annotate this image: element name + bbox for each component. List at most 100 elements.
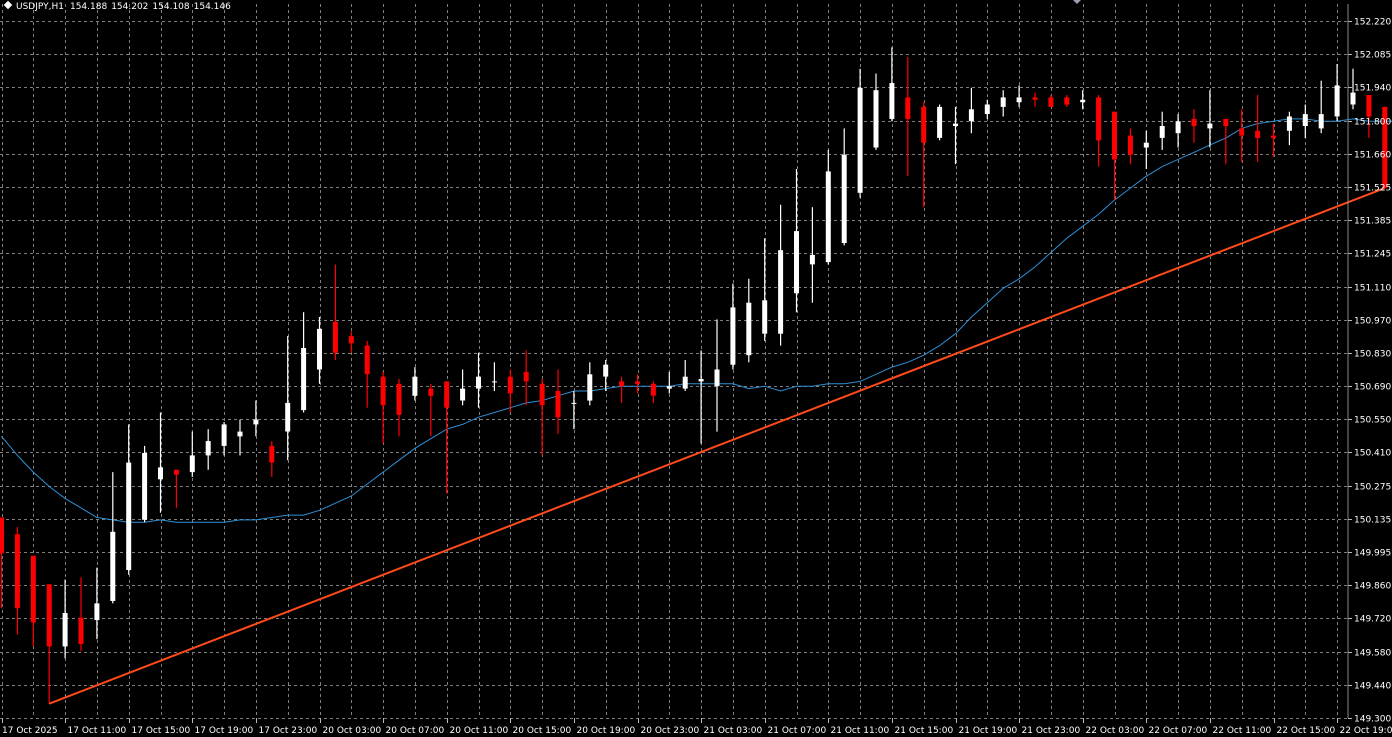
- candle-body: [491, 381, 497, 383]
- candle-body: [364, 345, 370, 375]
- time-tick-label: 17 Oct 2025: [2, 726, 58, 736]
- bull-candle: [809, 207, 815, 303]
- bear-candle: [619, 376, 625, 403]
- bear-candle: [1064, 95, 1070, 107]
- price-tick-label: 150.550: [1354, 416, 1391, 426]
- time-tick-label: 21 Oct 07:00: [768, 726, 827, 736]
- candle-body: [953, 123, 958, 126]
- time-tick-label: 17 Oct 19:00: [195, 726, 254, 736]
- candle-body: [619, 381, 625, 387]
- candle-body: [221, 424, 227, 446]
- bull-candle: [857, 68, 863, 198]
- bear-candle: [539, 379, 545, 456]
- candle-body: [746, 302, 752, 356]
- candle-body: [444, 381, 450, 408]
- candle-body: [1255, 130, 1261, 138]
- candle-body: [1159, 126, 1165, 138]
- bear-candle: [396, 379, 402, 437]
- bull-candle: [237, 419, 243, 456]
- price-tick-label: 152.220: [1354, 18, 1391, 28]
- bull-candle: [746, 278, 752, 363]
- bear-candle: [1032, 92, 1038, 107]
- candle-body: [1223, 118, 1229, 127]
- candle-body: [1016, 97, 1022, 103]
- candle-body: [317, 328, 322, 370]
- candle-body: [189, 455, 195, 473]
- candle-body: [1064, 97, 1070, 105]
- bear-candle: [555, 369, 561, 434]
- candle-body: [1318, 114, 1324, 129]
- candle-body: [332, 321, 338, 353]
- candle-body: [1048, 97, 1054, 107]
- candle-body: [825, 171, 831, 263]
- price-tick-label: 152.085: [1354, 51, 1391, 61]
- price-axis[interactable]: 152.220 152.085 151.940 151.800 151.660 151.5…: [1348, 18, 1391, 725]
- candle-body: [460, 388, 466, 401]
- candle-body: [1000, 97, 1006, 107]
- candle-body: [142, 453, 148, 520]
- time-tick-label: 21 Oct 03:00: [704, 726, 763, 736]
- candle-body: [921, 106, 927, 143]
- time-tick-label: 20 Oct 15:00: [513, 726, 572, 736]
- bear-candle: [1191, 109, 1197, 143]
- bear-candle: [380, 371, 386, 444]
- candle-body: [1366, 95, 1372, 117]
- candle-body: [937, 106, 943, 138]
- chart-grid: [0, 4, 1348, 719]
- bear-candle: [30, 555, 36, 647]
- moving-average-line: [1, 118, 1392, 523]
- bull-candle: [1350, 68, 1356, 110]
- bear-candle: [269, 441, 275, 477]
- candle-body: [269, 445, 275, 463]
- price-tick-label: 150.830: [1354, 350, 1391, 360]
- candle-body: [650, 383, 656, 396]
- time-tick-label: 20 Oct 03:00: [323, 726, 382, 736]
- bull-candle: [889, 47, 895, 122]
- candle-body: [476, 376, 481, 389]
- candle-body: [1207, 123, 1213, 129]
- candle-body: [348, 336, 354, 344]
- bull-candle: [412, 367, 418, 401]
- candlestick-series: [0, 47, 1388, 704]
- bear-candle: [78, 577, 84, 652]
- candle-body: [841, 154, 847, 243]
- bull-candle: [1175, 114, 1181, 148]
- candle-body: [396, 383, 402, 415]
- trendline-layer[interactable]: [48, 187, 1386, 705]
- candle-body: [237, 431, 243, 437]
- bear-candle: [1223, 118, 1229, 165]
- time-tick-label: 21 Oct 23:00: [1022, 726, 1081, 736]
- chart-menu-icon[interactable]: [3, 0, 13, 10]
- candle-body: [1271, 135, 1276, 138]
- time-axis[interactable]: 17 Oct 2025 17 Oct 11:00 17 Oct 15:00 17 Oc…: [2, 718, 1392, 736]
- bear-candle: [14, 527, 20, 635]
- bear-candle: [905, 56, 911, 177]
- time-tick-label: 21 Oct 11:00: [831, 726, 890, 736]
- bull-candle: [603, 360, 609, 391]
- time-tick-label: 22 Oct 03:00: [1086, 726, 1145, 736]
- bull-candle: [762, 238, 768, 341]
- bull-candle: [1334, 64, 1340, 122]
- bear-candle: [1096, 95, 1102, 167]
- candle-body: [253, 419, 259, 425]
- price-tick-label: 149.720: [1354, 615, 1391, 625]
- bear-candle: [46, 584, 52, 704]
- bear-candle: [1239, 109, 1245, 162]
- time-tick-label: 20 Oct 23:00: [641, 726, 700, 736]
- bull-candle: [778, 204, 784, 346]
- candle-body: [507, 376, 513, 394]
- candle-body: [412, 376, 418, 396]
- bull-candle: [1143, 130, 1149, 169]
- bear-candle: [1112, 111, 1117, 200]
- candle-body: [173, 469, 179, 475]
- candle-body: [587, 374, 593, 401]
- candle-body: [635, 381, 640, 384]
- time-tick-label: 20 Oct 07:00: [386, 726, 445, 736]
- time-tick-label: 20 Oct 19:00: [577, 726, 636, 736]
- time-tick-label: 22 Oct 07:00: [1149, 726, 1208, 736]
- price-tick-label: 151.525: [1354, 184, 1391, 194]
- price-tick-label: 150.275: [1354, 483, 1391, 493]
- bull-candle: [825, 149, 831, 265]
- price-tick-label: 149.440: [1354, 682, 1391, 692]
